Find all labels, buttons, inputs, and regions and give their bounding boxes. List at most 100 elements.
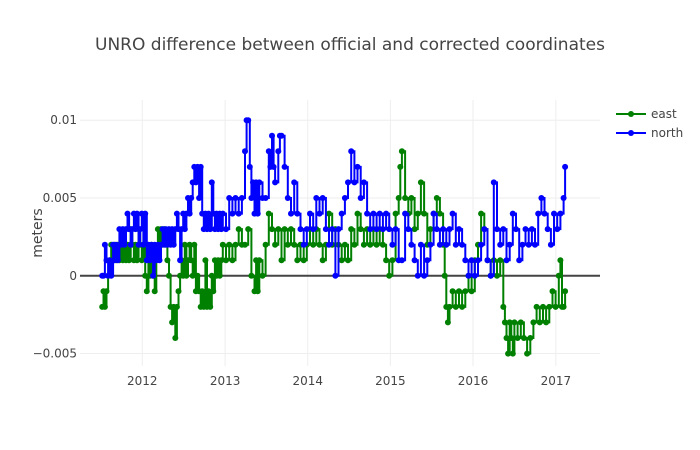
data-point-north <box>386 226 393 233</box>
data-point-north <box>560 195 567 201</box>
data-point-north <box>478 241 485 248</box>
data-point-east <box>194 272 201 279</box>
series-east <box>99 148 569 357</box>
data-point-east <box>281 226 288 233</box>
data-point-north <box>205 210 212 217</box>
data-point-north <box>554 226 561 233</box>
data-point-east <box>186 241 193 248</box>
data-point-east <box>219 241 226 248</box>
data-point-east <box>316 241 323 248</box>
data-point-east <box>229 257 236 264</box>
data-point-east <box>421 210 428 217</box>
data-point-north <box>232 195 239 201</box>
data-point-east <box>397 163 404 170</box>
data-point-north <box>538 195 545 201</box>
data-point-north <box>294 210 301 217</box>
data-point-east <box>345 257 351 264</box>
data-point-north <box>398 257 405 264</box>
data-point-east <box>449 288 456 295</box>
data-point-east <box>288 226 294 233</box>
data-point-north <box>188 195 195 201</box>
y-tick-label: 0 <box>69 269 77 283</box>
data-point-north <box>297 226 304 233</box>
data-point-east <box>408 195 415 201</box>
data-point-east <box>524 350 531 357</box>
data-point-north <box>156 257 163 264</box>
data-point-north <box>487 272 494 279</box>
data-point-north <box>197 163 204 170</box>
data-point-east <box>360 241 367 248</box>
data-point-east <box>557 257 564 264</box>
data-point-east <box>379 241 386 248</box>
legend-item-north[interactable]: north <box>616 126 683 140</box>
data-point-east <box>511 319 518 326</box>
legend[interactable]: east north <box>616 107 683 140</box>
data-point-east <box>560 303 567 310</box>
data-point-north <box>226 195 233 201</box>
data-point-east <box>294 257 301 264</box>
data-point-north <box>522 226 529 233</box>
data-point-east <box>444 319 451 326</box>
data-point-east <box>164 257 171 264</box>
data-point-north <box>288 210 294 217</box>
data-point-north <box>525 241 532 248</box>
data-point-east <box>269 226 275 233</box>
data-point-north <box>341 195 348 201</box>
data-point-north <box>446 226 453 233</box>
data-point-north <box>452 241 459 248</box>
data-point-east <box>414 210 421 217</box>
data-point-north <box>433 226 440 233</box>
data-point-east <box>103 288 110 295</box>
data-point-north <box>516 257 523 264</box>
data-point-north <box>557 210 564 217</box>
data-point-north <box>535 210 542 217</box>
data-point-north <box>108 272 115 279</box>
x-tick-label: 2016 <box>458 374 489 388</box>
data-point-east <box>398 148 405 155</box>
data-point-east <box>189 272 196 279</box>
data-point-east <box>402 195 409 201</box>
data-point-east <box>248 272 255 279</box>
data-point-north <box>354 163 361 170</box>
x-tick-label: 2014 <box>292 374 323 388</box>
data-point-east <box>395 195 402 201</box>
data-point-north <box>509 210 516 217</box>
data-point-north <box>345 179 351 186</box>
data-point-east <box>319 257 326 264</box>
data-point-east <box>259 272 266 279</box>
data-point-north <box>408 241 415 248</box>
data-point-east <box>503 335 510 341</box>
data-point-north <box>402 210 409 217</box>
data-point-north <box>335 226 342 233</box>
data-point-east <box>462 288 469 295</box>
data-point-north <box>284 195 291 201</box>
data-point-east <box>505 350 512 357</box>
data-point-north <box>242 148 248 155</box>
legend-item-east[interactable]: east <box>616 107 677 121</box>
data-point-east <box>348 226 355 233</box>
data-point-east <box>441 272 448 279</box>
data-point-east <box>536 319 543 326</box>
data-point-east <box>223 257 229 264</box>
data-point-north <box>229 210 236 217</box>
data-point-north <box>500 226 507 233</box>
data-point-east <box>530 319 537 326</box>
data-point-north <box>150 272 157 279</box>
data-point-north <box>379 226 386 233</box>
data-point-east <box>310 241 317 248</box>
data-point-east <box>501 319 508 326</box>
data-point-north <box>223 226 229 233</box>
data-point-north <box>456 226 462 233</box>
data-point-east <box>202 257 209 264</box>
data-point-north <box>436 241 443 248</box>
data-point-north <box>272 179 279 186</box>
data-point-east <box>506 319 513 326</box>
data-point-east <box>205 288 212 295</box>
data-point-east <box>354 210 361 217</box>
data-point-north <box>562 163 569 170</box>
data-point-east <box>341 241 348 248</box>
data-point-north <box>329 226 336 233</box>
data-point-east <box>508 335 515 341</box>
data-point-north <box>127 241 134 248</box>
data-point-north <box>100 272 107 279</box>
